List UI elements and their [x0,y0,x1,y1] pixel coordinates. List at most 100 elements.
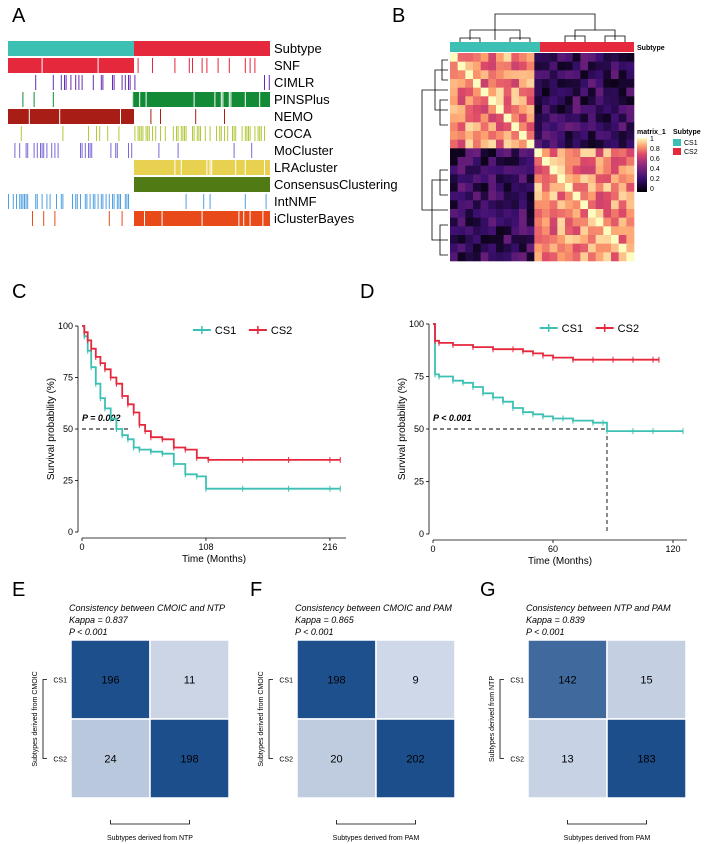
heatmap-cell [511,226,520,236]
track-tick-intnmf [124,194,126,209]
heatmap-cell [473,53,481,62]
heatmap-cell [565,105,573,114]
track-tick-mocluster [43,143,45,158]
track-tick-iclusterbayes [121,211,123,226]
heatmap-cell [450,139,458,149]
heatmap-cell [473,113,481,123]
heatmap-cell [480,157,489,166]
heatmap-cell [496,105,504,114]
track-gap-lracluster [206,160,208,175]
heatmap-cell [503,79,512,88]
track-tick-intnmf [120,194,121,209]
heatmap-cell [519,200,527,210]
heatmap-cell [580,113,589,123]
heatmap-cell [557,252,566,262]
heatmap-cell [580,148,589,158]
heatmap-cell [450,235,458,244]
heatmap-cell [603,139,612,149]
heatmap-cell [549,148,558,158]
x-tick-label: 60 [548,544,558,554]
heatmap-cell [473,191,481,201]
track-tick-coca [248,126,249,141]
heatmap-cell [450,105,458,114]
track-gap-pinsplus [244,92,246,107]
heatmap-cell [618,105,627,114]
heatmap-cell [519,243,527,253]
heatmap-cell [465,174,474,184]
track-tick-mocluster [57,143,59,158]
panel-label-g: G [480,579,496,601]
row-label-cs2: CS2 [510,757,524,764]
heatmap-cell [511,209,520,218]
track-tick-intnmf [113,194,115,209]
track-tick-cimlr [64,75,65,90]
heatmap-cell [565,148,573,158]
track-tick-snf [192,58,193,73]
heatmap-cell [611,174,619,184]
x-tick-label: 0 [79,542,84,552]
heatmap-cell [488,217,497,227]
track-tick-intnmf [102,194,104,209]
heatmap-cell [457,139,466,149]
p-value-label: P < 0.001 [69,627,107,637]
heatmap-cell [572,174,581,184]
track-tick-intnmf [19,194,21,209]
track-tick-cimlr [264,75,265,90]
heatmap-cell [465,122,474,132]
track-tick-cimlr [102,75,104,90]
heatmap-cell [580,157,589,166]
heatmap-cell [580,53,589,62]
track-gap-lracluster [209,160,211,175]
heatmap-cell [519,79,527,88]
heatmap-cell [480,174,489,184]
track-tick-mocluster [25,143,27,158]
dendrogram-branch [564,35,586,42]
track-gap-pinsplus [220,92,222,107]
heatmap-cell [626,235,635,244]
track-tick-mocluster [110,143,112,158]
heatmap-cell [542,70,550,80]
heatmap-cell [572,217,581,227]
heatmap-cell [580,209,589,218]
matrix-cell-r1c0 [70,718,151,799]
heatmap-cell [488,139,497,149]
heatmap-cell [480,131,489,140]
track-tick-coca [233,126,235,141]
heatmap-cell [534,174,543,184]
heatmap-cell [450,183,458,192]
track-tick-nemo [224,109,225,124]
subtype-annotation-cs2 [540,42,634,52]
heatmap-cell [618,87,627,97]
panel-g-confusion-matrix: Consistency between NTP and PAM Kappa = 0… [489,603,687,842]
track-label-intnmf: IntNMF [274,194,317,209]
track-tick-snf [137,58,139,73]
heatmap-cell [611,235,619,244]
heatmap-cell [526,61,535,71]
heatmap-cell [503,235,512,244]
heatmap-cell [588,157,596,166]
track-gap-iclusterbayes [243,211,245,226]
heatmap-cell [549,113,558,123]
heatmap-cell [542,235,550,244]
heatmap-cell [480,165,489,175]
heatmap-cell [549,235,558,244]
heatmap-cell [626,165,635,175]
heatmap-cell [465,53,474,62]
heatmap-cell [603,96,612,106]
heatmap-cell [626,139,635,149]
heatmap-cell [526,79,535,88]
heatmap-cell [488,53,497,62]
survival-curve-cs1 [82,325,341,490]
track-tick-pinsplus [22,92,24,107]
heatmap-cell [488,252,497,262]
track-tick-coca [259,126,261,141]
heatmap-cell [588,183,596,192]
dendrogram-branch [509,37,531,42]
heatmap-cell [496,226,504,236]
track-gap-lracluster [180,160,182,175]
heatmap-cell [473,183,481,192]
heatmap-cell [542,209,550,218]
track-tick-mocluster [19,143,21,158]
matrix-color-bar [637,138,647,192]
heatmap-cell [465,61,474,71]
